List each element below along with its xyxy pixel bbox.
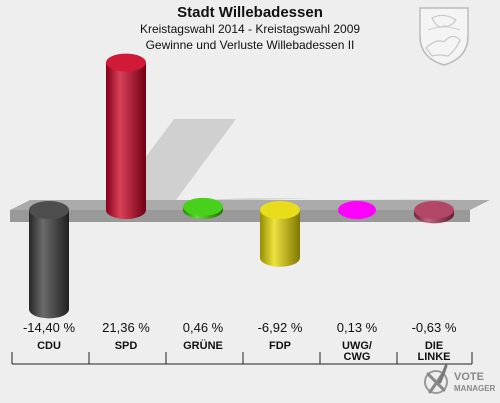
bar-bottom-cap [29, 300, 69, 318]
value-label-1: 21,36 % [102, 320, 150, 335]
bar-top-cap [106, 54, 146, 72]
bar-body [29, 210, 69, 309]
category-label-2: GRÜNE [183, 339, 223, 352]
category-label-4: UWG/CWG [342, 340, 372, 363]
brand-line2: MANAGER [454, 384, 496, 393]
bar-top-cap [260, 201, 300, 219]
bar-top-cap [414, 201, 454, 219]
value-label-2: 0,46 % [183, 320, 224, 335]
bar-2 [183, 198, 223, 219]
bar-5 [414, 201, 454, 223]
bar-4 [338, 201, 376, 219]
category-label-3: FDP [269, 340, 291, 352]
category-label-0: CDU [37, 340, 61, 352]
brand-line1: VOTE [454, 371, 484, 383]
bar-0 [29, 201, 69, 318]
bar-3 [260, 201, 300, 267]
value-label-0: -14,40 % [23, 320, 75, 335]
baseline-platform-front [10, 210, 470, 222]
value-label-4: 0,13 % [337, 320, 378, 335]
vote-manager-logo: VOTE MANAGER [422, 362, 498, 398]
value-label-3: -6,92 % [258, 320, 303, 335]
value-label-5: -0,63 % [412, 320, 457, 335]
checkmark-x-logo: VOTE MANAGER [422, 362, 498, 398]
bar-body [106, 63, 146, 210]
bar-bottom-cap [260, 249, 300, 267]
bar-top-cap [29, 201, 69, 219]
category-label-1: SPD [115, 340, 138, 352]
bar-bottom-cap [106, 201, 146, 219]
bar-1 [106, 54, 146, 219]
bar-disc [338, 201, 376, 219]
bar-top-cap [183, 198, 223, 216]
